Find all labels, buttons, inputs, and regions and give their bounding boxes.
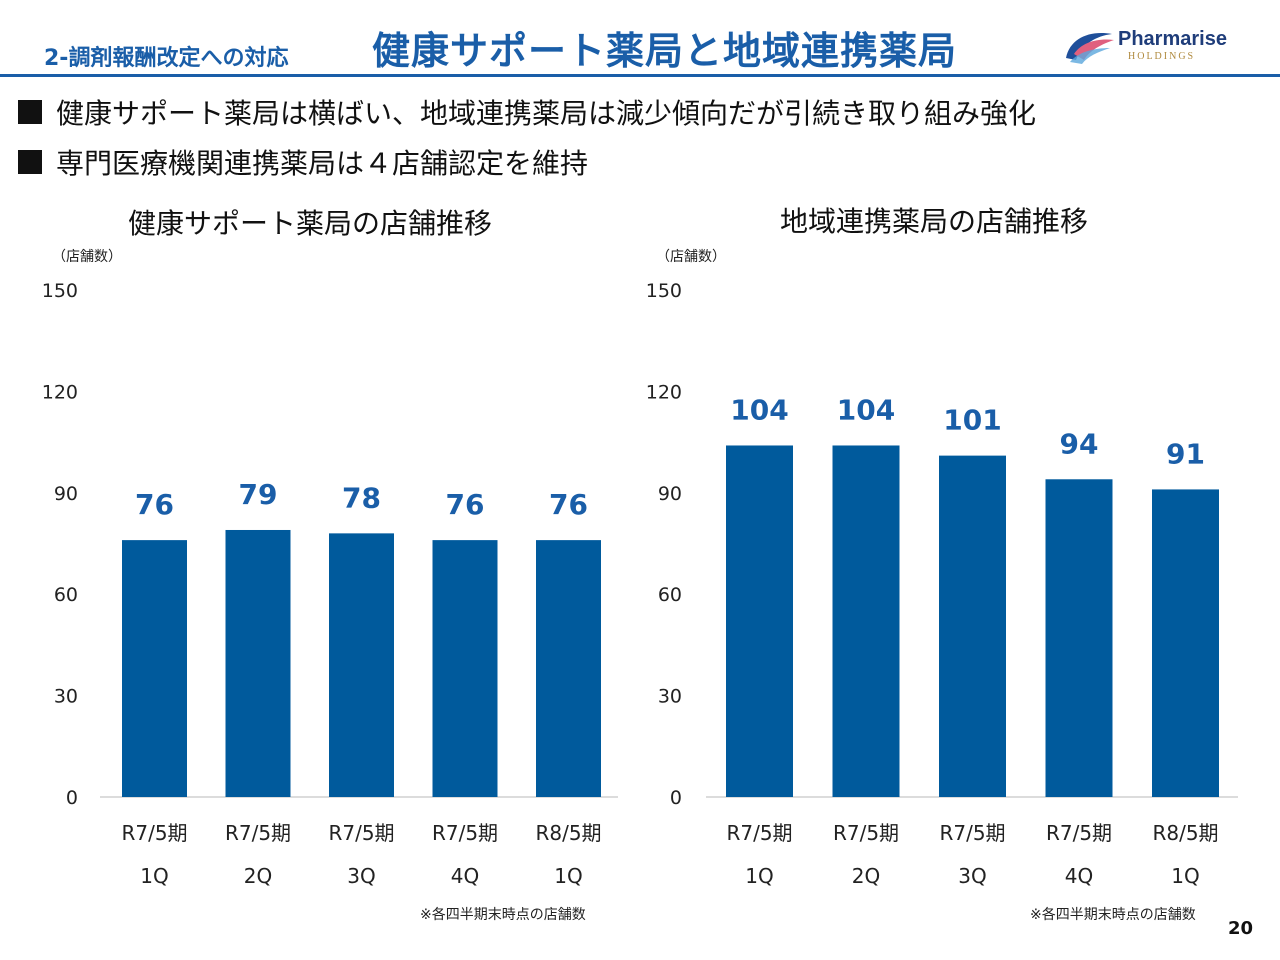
x-tick-label: 1Q — [745, 864, 773, 888]
section-label: 2-調剤報酬改定への対応 — [44, 46, 289, 71]
x-tick-label: R7/5期 — [726, 821, 792, 845]
header: 2-調剤報酬改定への対応 健康サポート薬局と地域連携薬局 Pharmarise … — [0, 0, 1280, 77]
x-tick-label: R8/5期 — [535, 821, 601, 845]
x-tick-label: 4Q — [451, 864, 479, 888]
x-tick-label: R7/5期 — [225, 821, 291, 845]
bar — [726, 445, 793, 797]
x-tick-label: 3Q — [958, 864, 986, 888]
data-label: 76 — [549, 488, 588, 521]
page-number: 20 — [1228, 918, 1254, 939]
data-label: 76 — [446, 488, 485, 521]
bullet-square-icon — [18, 100, 42, 124]
y-tick-label: 0 — [66, 787, 78, 809]
data-label: 78 — [342, 481, 381, 514]
y-tick-label: 30 — [54, 686, 78, 708]
y-tick-label: 150 — [42, 280, 78, 302]
y-axis-unit: （店舗数） — [656, 249, 726, 265]
bar — [432, 540, 498, 797]
page-title: 健康サポート薬局と地域連携薬局 — [372, 29, 958, 73]
bullet-square-icon — [18, 150, 42, 174]
chart-title-health-support: 健康サポート薬局の店舗推移 — [128, 207, 493, 240]
header-rule — [0, 74, 1280, 77]
y-tick-label: 60 — [54, 584, 78, 606]
x-tick-label: R7/5期 — [328, 821, 394, 845]
x-tick-label: R7/5期 — [1046, 821, 1112, 845]
x-tick-label: R8/5期 — [1152, 821, 1218, 845]
x-tick-label: 1Q — [140, 864, 168, 888]
data-label: 76 — [135, 488, 174, 521]
x-tick-label: 2Q — [852, 864, 880, 888]
company-logo: Pharmarise HOLDINGS — [1060, 24, 1250, 68]
x-tick-label: 3Q — [347, 864, 375, 888]
logo-mark-icon — [1066, 33, 1114, 64]
chart-note: ※各四半期末時点の店舗数 — [1030, 907, 1196, 923]
y-tick-label: 60 — [658, 584, 682, 606]
logo-subtext: HOLDINGS — [1128, 51, 1196, 62]
chart-title-regional: 地域連携薬局の店舗推移 — [780, 205, 1089, 238]
y-axis-unit: （店舗数） — [52, 249, 122, 265]
y-tick-label: 120 — [42, 381, 78, 403]
bar — [225, 529, 291, 797]
x-tick-label: R7/5期 — [432, 821, 498, 845]
x-tick-label: 2Q — [244, 864, 272, 888]
bullet-item: 専門医療機関連携薬局は４店舗認定を維持 — [18, 142, 588, 182]
y-tick-label: 150 — [646, 280, 682, 302]
x-tick-label: 1Q — [554, 864, 582, 888]
x-tick-label: R7/5期 — [939, 821, 1005, 845]
bar — [329, 533, 394, 797]
data-label: 79 — [239, 478, 278, 511]
bullet-text: 健康サポート薬局は横ばい、地域連携薬局は減少傾向だが引続き取り組み強化 — [56, 97, 1037, 130]
y-tick-label: 30 — [658, 686, 682, 708]
bullet-item: 健康サポート薬局は横ばい、地域連携薬局は減少傾向だが引続き取り組み強化 — [18, 92, 1036, 132]
bullet-text: 専門医療機関連携薬局は４店舗認定を維持 — [56, 147, 589, 180]
y-tick-label: 0 — [670, 787, 682, 809]
data-label: 94 — [1060, 427, 1099, 460]
x-tick-label: R7/5期 — [833, 821, 899, 845]
x-tick-label: 1Q — [1171, 864, 1199, 888]
data-label: 101 — [943, 404, 1001, 437]
bar — [536, 540, 601, 797]
bar — [832, 445, 900, 797]
bar — [122, 540, 187, 797]
x-tick-label: 4Q — [1065, 864, 1093, 888]
chart-note: ※各四半期末時点の店舗数 — [420, 907, 586, 923]
bar — [1152, 489, 1219, 797]
y-tick-label: 120 — [646, 381, 682, 403]
y-tick-label: 90 — [658, 483, 682, 505]
logo-text: Pharmarise — [1118, 28, 1227, 50]
bar — [1045, 479, 1113, 797]
data-label: 91 — [1166, 437, 1205, 470]
x-tick-label: R7/5期 — [121, 821, 187, 845]
y-tick-label: 90 — [54, 483, 78, 505]
bar — [939, 455, 1006, 797]
data-label: 104 — [837, 393, 895, 426]
data-label: 104 — [730, 393, 788, 426]
